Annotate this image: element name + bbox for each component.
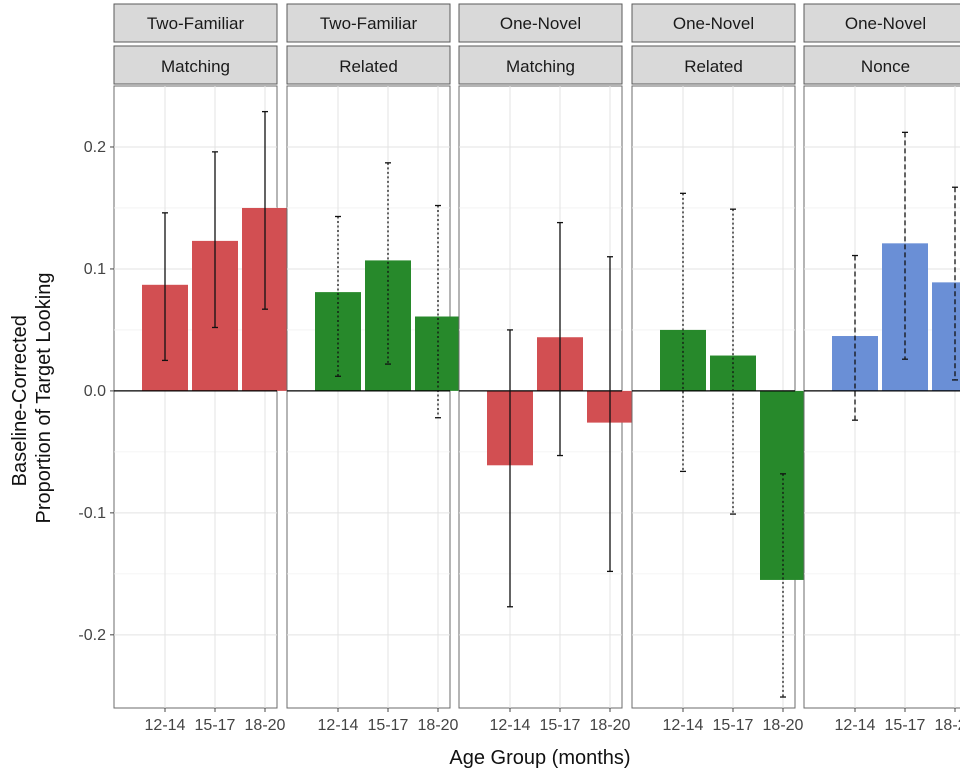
- error-bar: [607, 256, 613, 573]
- strip-top-box: [113, 3, 278, 43]
- strip-bottom-label: Related: [684, 57, 743, 76]
- x-tick-label: 12-14: [145, 717, 186, 734]
- y-axis: -0.2 -0.1 0.0 0.1 0.2: [78, 139, 114, 644]
- error-bar: [952, 186, 958, 381]
- y-tick-label: -0.2: [78, 627, 106, 644]
- error-bar: [902, 131, 908, 360]
- strip-top-box: [803, 3, 960, 43]
- y-axis-title-line-1: Baseline-Corrected: [9, 315, 31, 486]
- strip-bottom-label: Matching: [506, 57, 575, 76]
- x-tick-label: 12-14: [663, 717, 704, 734]
- error-bar: [680, 192, 686, 473]
- x-tick-label: 15-17: [368, 717, 409, 734]
- y-tick-label: -0.1: [78, 505, 106, 522]
- strip-bottom-box: [113, 45, 278, 85]
- y-axis-title: Baseline-Corrected Proportion of Target …: [9, 273, 55, 524]
- strip-top-label: Two-Familiar: [320, 14, 418, 33]
- strip-bottom-label: Nonce: [861, 57, 910, 76]
- x-tick-label: 15-17: [885, 717, 926, 734]
- strip-top-label: Two-Familiar: [147, 14, 245, 33]
- strip-bottom-box: [631, 45, 796, 85]
- x-tick-label: 18-20: [935, 717, 960, 734]
- panel-background: [113, 85, 278, 709]
- x-tick-label: 15-17: [195, 717, 236, 734]
- error-bar: [435, 204, 441, 419]
- panels-layer: Two-FamiliarMatchingTwo-FamiliarRelatedO…: [113, 3, 960, 709]
- x-tick-label: 12-14: [490, 717, 531, 734]
- strip-bottom-box: [803, 45, 960, 85]
- strip-top-label: One-Novel: [673, 14, 754, 33]
- error-bar: [780, 473, 786, 698]
- bar: [760, 390, 806, 580]
- x-tick-label: 18-20: [418, 717, 459, 734]
- error-bar: [557, 221, 563, 457]
- strip-top-box: [458, 3, 623, 43]
- error-bar: [385, 162, 391, 365]
- x-tick-label: 18-20: [763, 717, 804, 734]
- x-tick-label: 18-20: [245, 717, 286, 734]
- strip-bottom-label: Matching: [161, 57, 230, 76]
- facet-panel-1: Two-Familiar Matching: [113, 3, 288, 709]
- error-bar: [212, 151, 218, 329]
- y-tick-label: 0.0: [84, 383, 106, 400]
- panel-background: [803, 85, 960, 709]
- strip-bottom-label: Related: [339, 57, 398, 76]
- panel-background: [286, 85, 451, 709]
- strip-top-label: One-Novel: [500, 14, 581, 33]
- strip-bottom-box: [458, 45, 623, 85]
- error-bar: [162, 212, 168, 362]
- x-tick-label: 15-17: [540, 717, 581, 734]
- y-axis-title-line-2: Proportion of Target Looking: [33, 273, 55, 524]
- x-tick-label: 15-17: [713, 717, 754, 734]
- x-axis-title: Age Group (months): [449, 747, 630, 769]
- x-tick-label: 18-20: [590, 717, 631, 734]
- error-bar: [507, 329, 513, 608]
- bar: [932, 282, 960, 391]
- y-tick-label: 0.2: [84, 139, 106, 156]
- strip-top-box: [631, 3, 796, 43]
- strip-top-label: One-Novel: [845, 14, 926, 33]
- x-tick-label: 12-14: [318, 717, 359, 734]
- error-bar: [335, 215, 341, 377]
- strip-bottom-box: [286, 45, 451, 85]
- facet-panel-5: One-Novel Nonce: [803, 3, 960, 709]
- x-axis: 12-14 15-17 18-20 12-14 15-17 18-20 12-14 15-17…: [145, 708, 960, 734]
- facet-panel-2: Two-Familiar Related: [286, 3, 461, 709]
- error-bar: [262, 110, 268, 310]
- y-tick-label: 0.1: [84, 261, 106, 278]
- facet-panel-3: One-Novel Matching: [458, 3, 633, 709]
- x-tick-label: 12-14: [835, 717, 876, 734]
- facet-panel-4: One-Novel Related: [631, 3, 806, 709]
- strip-top-box: [286, 3, 451, 43]
- error-bar: [852, 254, 858, 421]
- error-bar: [730, 208, 736, 515]
